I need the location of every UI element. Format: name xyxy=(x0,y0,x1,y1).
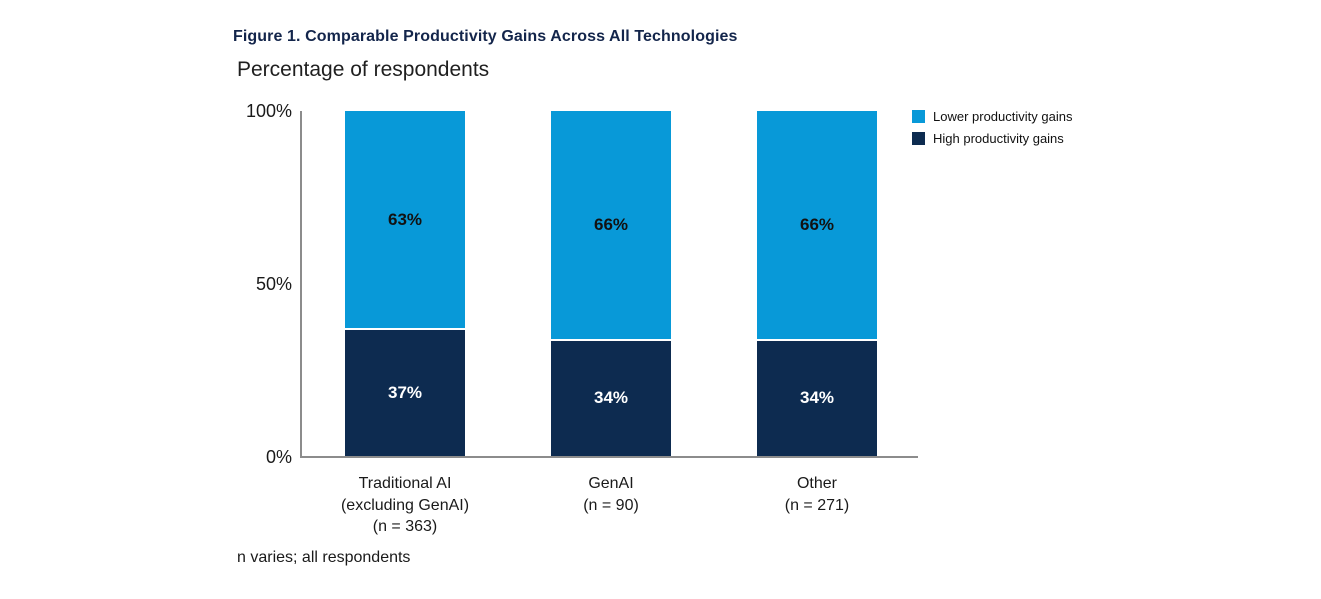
segment-value-label: 34% xyxy=(799,388,835,408)
legend-item-high-gains: High productivity gains xyxy=(912,131,1072,146)
bar-other: 66% 34% xyxy=(757,111,877,456)
category-line: (n = 90) xyxy=(583,496,639,514)
y-tick-50: 50% xyxy=(255,274,292,294)
category-line: Other xyxy=(796,475,837,492)
y-axis-title: Percentage of respondents xyxy=(237,58,490,81)
legend-label: High productivity gains xyxy=(933,131,1064,146)
category-line: (n = 363) xyxy=(372,518,438,535)
category-label-traditional-ai: Traditional AI (excluding GenAI) (n = 36… xyxy=(295,473,515,538)
segment-high-gains: 37% xyxy=(345,328,465,456)
category-line: GenAI xyxy=(588,475,634,492)
legend-item-lower-gains: Lower productivity gains xyxy=(912,109,1072,124)
figure-title: Figure 1. Comparable Productivity Gains … xyxy=(233,28,738,45)
bar-traditional-ai: 63% 37% xyxy=(345,111,465,456)
segment-lower-gains: 63% xyxy=(345,111,465,329)
legend-label: Lower productivity gains xyxy=(933,109,1073,124)
category-line: (n = 271) xyxy=(784,496,850,514)
segment-value-label: 66% xyxy=(799,214,835,234)
segment-high-gains: 34% xyxy=(551,338,671,456)
legend-swatch-lower-gains xyxy=(912,110,925,123)
category-line: (excluding GenAI) xyxy=(340,496,470,514)
category-label-genai: GenAI (n = 90) xyxy=(501,473,721,516)
segment-lower-gains: 66% xyxy=(757,111,877,339)
y-tick-0: 0% xyxy=(265,447,292,467)
segment-value-label: 34% xyxy=(593,388,629,408)
segment-lower-gains: 66% xyxy=(551,111,671,339)
x-axis-line xyxy=(300,456,918,458)
segment-value-label: 63% xyxy=(387,209,423,229)
legend: Lower productivity gains High productivi… xyxy=(912,109,1072,153)
bar-genai: 66% 34% xyxy=(551,111,671,456)
segment-high-gains: 34% xyxy=(757,338,877,456)
legend-swatch-high-gains xyxy=(912,132,925,145)
y-axis-line xyxy=(300,111,302,457)
category-line: Traditional AI xyxy=(358,475,452,492)
segment-value-label: 66% xyxy=(593,214,629,234)
segment-value-label: 37% xyxy=(387,383,423,403)
footnote: n varies; all respondents xyxy=(237,549,411,566)
category-label-other: Other (n = 271) xyxy=(707,473,927,516)
y-tick-100: 100% xyxy=(245,101,292,121)
